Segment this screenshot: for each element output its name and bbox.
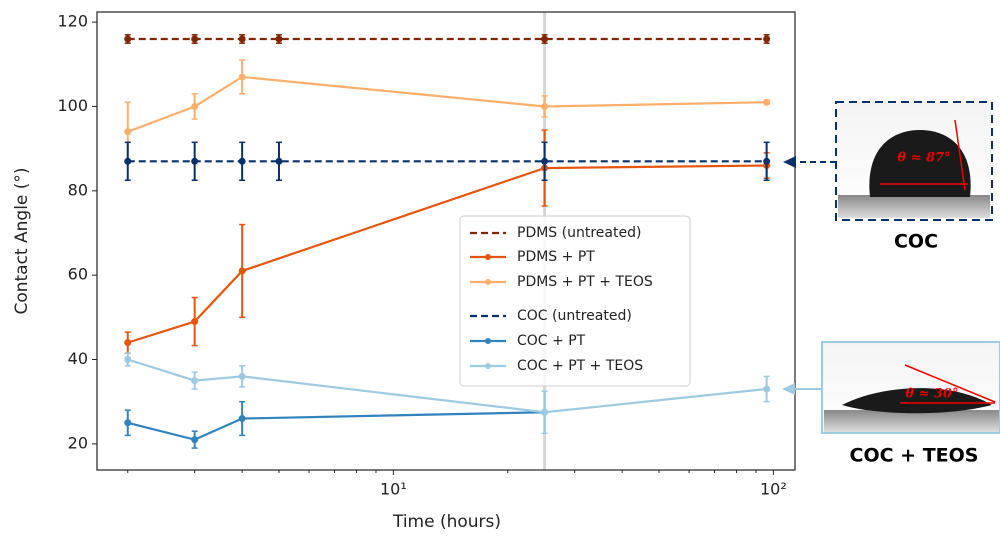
arrow-head bbox=[782, 383, 795, 395]
angle-line bbox=[954, 119, 966, 191]
legend-marker bbox=[485, 363, 491, 369]
point bbox=[238, 73, 246, 81]
legend: PDMS (untreated) PDMS + PT PDMS + PT + TEO… bbox=[459, 215, 691, 387]
legend-label: PDMS + PT bbox=[517, 249, 595, 265]
angle-line bbox=[904, 364, 996, 403]
droplet bbox=[842, 388, 992, 414]
inset-label: COC bbox=[894, 231, 938, 253]
point bbox=[124, 35, 132, 43]
point bbox=[124, 339, 132, 347]
point bbox=[763, 35, 771, 43]
legend-label: PDMS (untreated) bbox=[517, 225, 641, 241]
legend-marker bbox=[485, 338, 491, 344]
point bbox=[541, 408, 549, 416]
x-axis-label: Time (hours) bbox=[392, 512, 501, 532]
point bbox=[191, 102, 199, 110]
y-tick-label: 120 bbox=[57, 12, 88, 31]
legend-marker bbox=[485, 279, 491, 285]
y-tick-label: 80 bbox=[68, 180, 88, 199]
point bbox=[275, 157, 283, 165]
point bbox=[541, 157, 549, 165]
y-tick-label: 100 bbox=[57, 96, 88, 115]
point bbox=[238, 372, 246, 380]
x-tick-label: 10¹ bbox=[380, 480, 407, 499]
point bbox=[238, 415, 246, 423]
inset-label: COC + TEOS bbox=[850, 445, 979, 467]
droplet bbox=[869, 130, 971, 197]
point bbox=[541, 35, 549, 43]
y-axis-label: Contact Angle (°) bbox=[12, 167, 32, 314]
point bbox=[124, 356, 132, 364]
point bbox=[191, 436, 199, 444]
point bbox=[238, 35, 246, 43]
point bbox=[541, 102, 549, 110]
legend-label: COC (untreated) bbox=[517, 308, 632, 324]
legend-box bbox=[459, 215, 691, 387]
x-tick-label: 10² bbox=[760, 480, 787, 499]
inset-coc: θ ≈ 87° COC bbox=[783, 101, 993, 253]
plot-frame bbox=[96, 11, 796, 471]
legend-label: COC + PT bbox=[517, 333, 586, 349]
substrate bbox=[824, 410, 999, 432]
angle-label: θ ≈ 87° bbox=[897, 151, 950, 166]
legend-label: PDMS + PT + TEOS bbox=[517, 274, 653, 290]
point bbox=[191, 157, 199, 165]
substrate bbox=[838, 195, 990, 218]
point bbox=[238, 267, 246, 275]
series-line bbox=[127, 75, 767, 133]
y-tick-label: 60 bbox=[68, 265, 88, 284]
angle-label: θ ≈ 30° bbox=[905, 387, 958, 402]
inset-coc-teos: θ ≈ 30° COC + TEOS bbox=[782, 341, 1000, 467]
point bbox=[763, 157, 771, 165]
point bbox=[124, 419, 132, 427]
y-tick-label: 20 bbox=[68, 433, 88, 452]
legend-label: COC + PT + TEOS bbox=[517, 358, 643, 374]
y-tick-label: 40 bbox=[68, 349, 88, 368]
point bbox=[238, 157, 246, 165]
point bbox=[124, 128, 132, 136]
point bbox=[763, 385, 771, 393]
point bbox=[124, 157, 132, 165]
point bbox=[191, 35, 199, 43]
arrow-head bbox=[783, 156, 796, 168]
point bbox=[763, 98, 771, 106]
legend-marker bbox=[485, 254, 491, 260]
point bbox=[191, 318, 199, 326]
point bbox=[275, 35, 283, 43]
point bbox=[191, 377, 199, 385]
series-line bbox=[127, 411, 545, 441]
